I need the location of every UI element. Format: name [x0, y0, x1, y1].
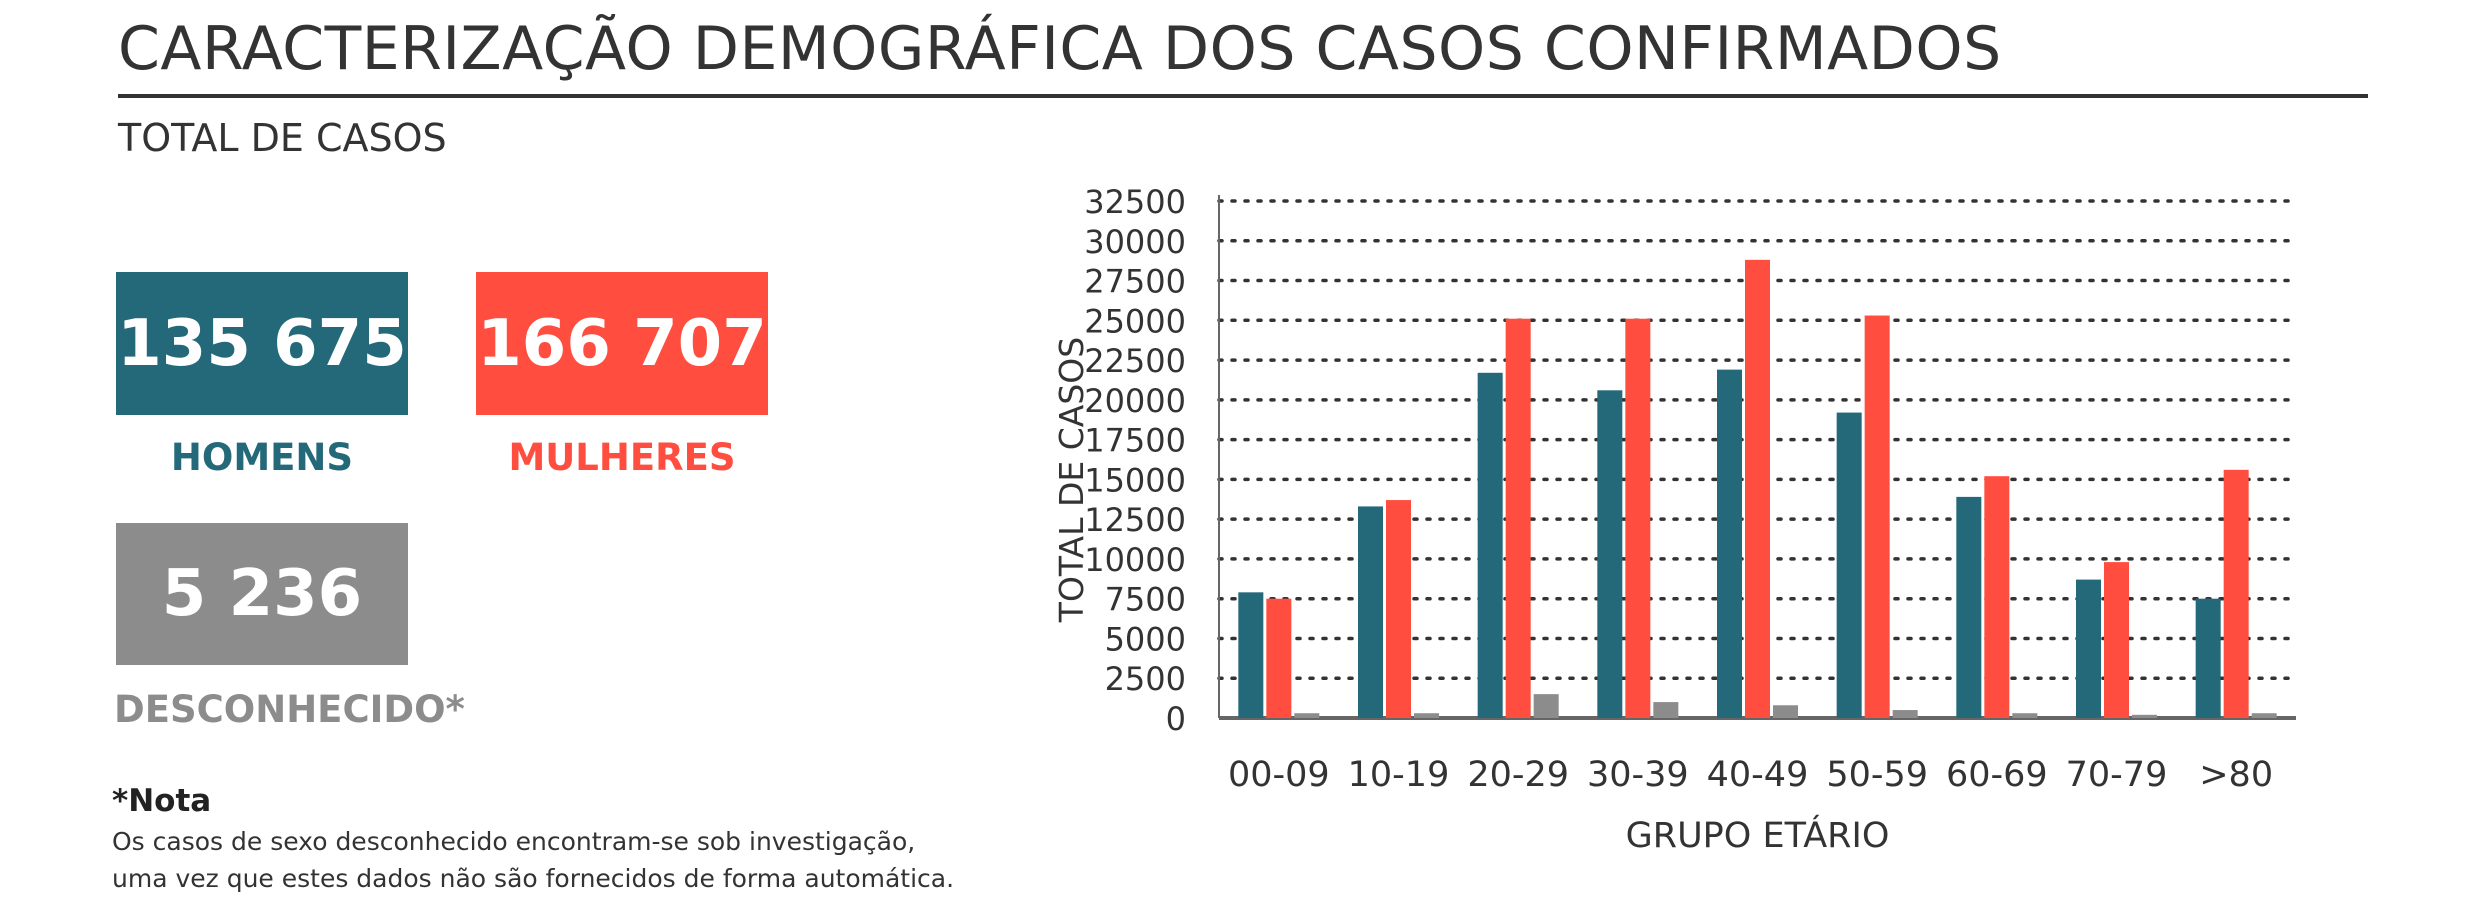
y-tick-label: 5000	[1105, 620, 1186, 658]
x-tick-label: 20-29	[1467, 755, 1569, 795]
bar	[1505, 318, 1531, 718]
x-tick-label: 00-09	[1228, 755, 1330, 795]
y-tick-label: 12500	[1084, 501, 1186, 539]
y-tick-label: 22500	[1084, 342, 1186, 380]
bar	[1294, 713, 1320, 718]
x-tick-label: >80	[2199, 755, 2273, 795]
y-tick-label: 7500	[1105, 581, 1186, 619]
bar	[1238, 592, 1264, 718]
note-line: Os casos de sexo desconhecido encontram-…	[112, 827, 916, 856]
note-line: uma vez que estes dados não são fornecid…	[112, 864, 955, 893]
stat-box-mulheres: 166 707	[476, 272, 768, 415]
bar	[1984, 476, 2010, 718]
note-text: Os casos de sexo desconhecido encontram-…	[112, 823, 1012, 897]
x-tick-label: 10-19	[1348, 755, 1450, 795]
bar	[2012, 713, 2038, 718]
bar	[2223, 469, 2249, 718]
y-axis-title: TOTAL DE CASOS	[1052, 337, 1091, 623]
bar	[1414, 713, 1439, 718]
stat-box-homens: 135 675	[116, 272, 408, 415]
bar	[1717, 369, 1742, 718]
y-tick-label: 30000	[1084, 223, 1186, 261]
y-tick-label: 27500	[1084, 263, 1186, 301]
stat-box-desconhecido: 5 236	[116, 523, 408, 665]
y-tick-label: 20000	[1084, 382, 1186, 420]
title-divider	[118, 94, 2368, 98]
x-tick-label: 30-39	[1587, 755, 1689, 795]
y-tick-label: 10000	[1084, 541, 1186, 579]
bar	[1358, 506, 1383, 718]
bar	[1533, 694, 1559, 718]
bar	[1386, 500, 1411, 718]
y-tick-label: 25000	[1084, 302, 1186, 340]
bar	[1836, 412, 1862, 718]
y-tick-label: 17500	[1084, 422, 1186, 460]
bar	[2132, 714, 2157, 718]
stat-label-homens: HOMENS	[170, 436, 354, 479]
page-title: CARACTERIZAÇÃO DEMOGRÁFICA DOS CASOS CON…	[118, 14, 2002, 84]
bar	[2104, 562, 2129, 718]
bar	[1625, 318, 1651, 718]
x-tick-label: 50-59	[1826, 755, 1928, 795]
bar	[1745, 259, 1770, 718]
bar	[2251, 713, 2277, 718]
bar	[1653, 702, 1679, 718]
x-tick-label: 60-69	[1946, 755, 2048, 795]
stat-label-mulheres: MULHERES	[508, 436, 736, 479]
bar	[1773, 705, 1798, 718]
note-title: *Nota	[112, 783, 212, 819]
y-tick-label: 15000	[1084, 461, 1186, 499]
y-tick-label: 0	[1166, 700, 1186, 738]
x-axis-title: GRUPO ETÁRIO	[1626, 814, 1890, 856]
y-tick-label: 32500	[1084, 183, 1186, 221]
bar	[1266, 598, 1292, 718]
bar	[2195, 598, 2221, 718]
bar	[2076, 579, 2101, 718]
section-subtitle: TOTAL DE CASOS	[118, 116, 447, 160]
bar	[1864, 315, 1890, 718]
y-tick-label: 2500	[1105, 660, 1186, 698]
bar	[1956, 496, 1982, 718]
bar	[1892, 710, 1918, 718]
x-tick-label: 40-49	[1707, 755, 1809, 795]
bar	[1597, 390, 1623, 718]
bar	[1477, 372, 1503, 718]
x-tick-label: 70-79	[2066, 755, 2168, 795]
stat-label-desconhecido: DESCONHECIDO*	[114, 688, 465, 731]
